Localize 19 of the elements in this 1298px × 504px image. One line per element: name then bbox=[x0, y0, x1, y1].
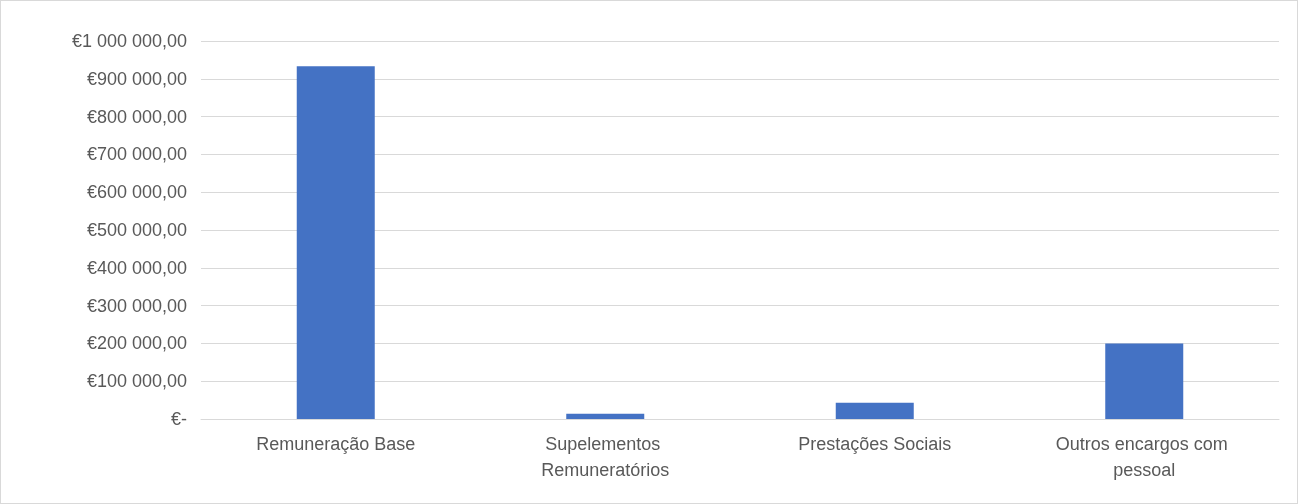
bar bbox=[835, 402, 914, 419]
y-tick-label: €800 000,00 bbox=[86, 106, 187, 127]
y-tick-label: €500 000,00 bbox=[86, 220, 187, 240]
y-tick-label: €600 000,00 bbox=[86, 182, 187, 203]
bar bbox=[1105, 343, 1184, 419]
y-tick-label: €400 000,00 bbox=[86, 257, 187, 278]
y-tick-label: €1 000 000,00 bbox=[71, 31, 187, 51]
x-tick-label: Remuneração Base bbox=[256, 434, 416, 454]
y-tick-label: €100 000,00 bbox=[86, 371, 187, 392]
y-tick-label: €200 000,00 bbox=[86, 333, 187, 354]
y-tick-label: €700 000,00 bbox=[86, 144, 187, 165]
x-tick-label: Outros encargos com pessoal bbox=[1055, 434, 1233, 480]
y-tick-label: €300 000,00 bbox=[86, 295, 187, 316]
bar bbox=[296, 66, 375, 419]
x-tick-label: Supelementos Remuneratórios bbox=[541, 434, 670, 480]
y-tick-label: €- bbox=[170, 409, 187, 429]
x-tick-label: Prestações Sociais bbox=[798, 434, 952, 454]
y-tick-label: €900 000,00 bbox=[86, 68, 187, 89]
bar bbox=[566, 413, 645, 419]
